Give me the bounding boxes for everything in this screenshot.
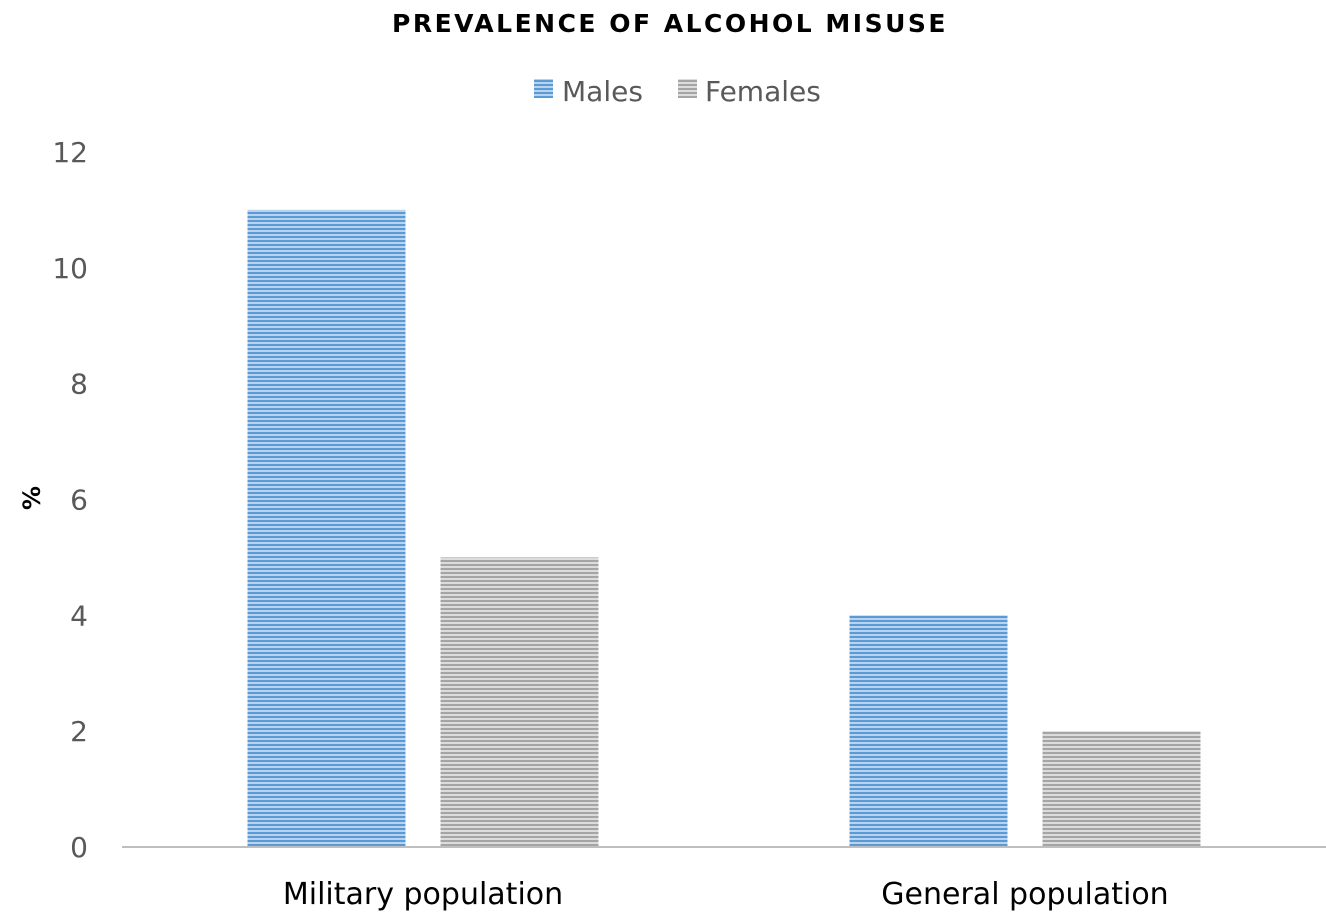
legend-swatch-males bbox=[534, 79, 553, 98]
x-category-label: Military population bbox=[283, 877, 563, 912]
bars bbox=[247, 209, 1201, 847]
y-tick-label: 12 bbox=[52, 136, 88, 169]
y-axis-ticks: 0 2 4 6 8 10 12 bbox=[52, 136, 88, 864]
legend: Males Females bbox=[534, 75, 821, 108]
y-tick-label: 4 bbox=[70, 599, 88, 632]
y-tick-label: 6 bbox=[70, 484, 88, 517]
x-axis-categories: Military population General population bbox=[283, 877, 1169, 912]
legend-swatch-females bbox=[678, 79, 697, 98]
y-axis-label: % bbox=[18, 486, 46, 510]
legend-label-females: Females bbox=[705, 75, 821, 108]
legend-label-males: Males bbox=[562, 75, 643, 108]
chart-title: PREVALENCE OF ALCOHOL MISUSE bbox=[392, 9, 948, 38]
bar-females-2 bbox=[1042, 731, 1201, 847]
bar-females-1 bbox=[440, 557, 599, 847]
y-tick-label: 10 bbox=[52, 252, 88, 285]
x-category-label: General population bbox=[881, 877, 1168, 912]
y-tick-label: 2 bbox=[70, 715, 88, 748]
bar-males-1 bbox=[247, 209, 406, 847]
y-tick-label: 0 bbox=[70, 831, 88, 864]
y-tick-label: 8 bbox=[70, 368, 88, 401]
bar-males-2 bbox=[849, 615, 1008, 847]
